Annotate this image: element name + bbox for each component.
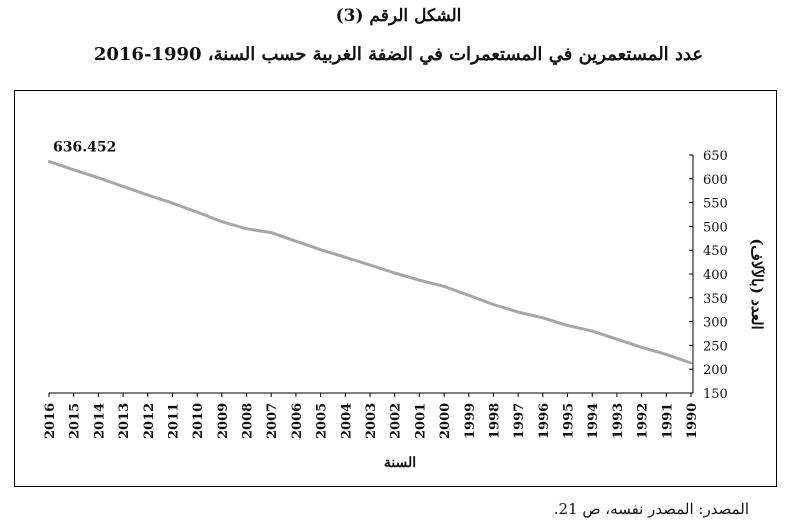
y-tick-label: 200 [703, 363, 728, 378]
y-tick-label: 250 [703, 339, 728, 354]
y-tick-label: 150 [703, 387, 728, 402]
source-note: المصدر: المصدر نفسه، ص 21. [553, 500, 749, 518]
x-tick-label: 2005 [315, 403, 330, 439]
x-tick-label: 2003 [364, 403, 379, 439]
y-tick-label: 400 [703, 268, 728, 283]
x-tick-label: 2001 [413, 403, 428, 439]
data-point [72, 168, 75, 171]
x-tick-label: 2007 [265, 403, 280, 439]
data-point [640, 346, 643, 349]
x-tick-label: 2002 [389, 403, 404, 439]
data-point [97, 176, 100, 180]
data-label: 636.452 [53, 139, 116, 155]
x-tick-label: 1998 [487, 403, 502, 439]
chart-frame: 150 200 250 300 350 400 450 500 550 600 650 2016 201… [14, 90, 777, 487]
x-tick-label: 2013 [117, 403, 132, 439]
x-tick-label: 2014 [92, 403, 107, 439]
x-tick-label: 2004 [339, 403, 354, 439]
y-tick-label: 350 [703, 292, 728, 307]
x-tick-label: 2016 [43, 403, 58, 439]
x-tick-label: 2015 [68, 403, 83, 439]
figure-title: عدد المستعمرين في المستعمرات في الضفة ال… [93, 44, 704, 65]
data-point [442, 285, 446, 288]
data-point [566, 324, 569, 327]
figure-label: الشكل الرقم (3) [335, 6, 462, 26]
x-tick-label: 1997 [512, 403, 527, 439]
y-tick-label: 650 [703, 149, 728, 164]
data-point [319, 248, 322, 251]
x-tick-label: 2000 [438, 403, 453, 439]
x-tick-label: 1992 [636, 403, 651, 439]
x-tick-label: 2012 [142, 403, 157, 439]
x-tick-label: 1994 [586, 403, 601, 439]
y-tick-label: 300 [703, 316, 728, 331]
data-point [171, 201, 174, 205]
y-tick-label: 450 [703, 244, 728, 259]
data-point [615, 338, 619, 341]
x-tick-label: 1995 [562, 403, 577, 439]
data-point [121, 185, 125, 188]
data-point [467, 294, 470, 297]
x-tick-label: 2011 [166, 403, 181, 439]
series-line [48, 159, 692, 365]
line-chart: 150 200 250 300 350 400 450 500 550 600 650 2016 201… [43, 139, 766, 471]
data-point [393, 271, 396, 275]
data-point [689, 361, 693, 365]
y-tick-label: 500 [703, 220, 728, 235]
x-tick-label: 1990 [685, 403, 700, 439]
x-tick-label: 1999 [463, 403, 478, 439]
x-tick-label: 2010 [191, 403, 206, 439]
data-point [541, 316, 545, 319]
data-point [220, 220, 224, 223]
x-tick-label: 1993 [611, 403, 626, 439]
data-point [294, 239, 298, 243]
data-point [368, 263, 372, 267]
data-point [270, 231, 273, 234]
data-point [245, 227, 248, 230]
y-tick-label: 550 [703, 197, 728, 212]
data-point [665, 353, 668, 356]
data-point [492, 303, 495, 306]
x-tick-label: 2008 [241, 403, 256, 439]
data-point [516, 310, 520, 314]
data-point [418, 278, 421, 282]
plot-area: 150 200 250 300 350 400 450 500 550 600 650 2016 201… [43, 139, 766, 471]
x-tick-label: 2009 [216, 403, 231, 439]
data-point [146, 193, 149, 197]
data-point [195, 210, 199, 214]
x-tick-label: 1996 [537, 403, 552, 439]
x-tick-label: 2006 [290, 403, 305, 439]
data-point [47, 160, 51, 163]
data-point [591, 329, 594, 333]
data-point [344, 256, 347, 259]
y-axis-title: العدد (بالآلاف) [748, 238, 766, 329]
y-tick-label: 600 [703, 173, 728, 188]
x-axis-title: السنة [384, 455, 416, 471]
x-tick-label: 1991 [660, 403, 675, 439]
